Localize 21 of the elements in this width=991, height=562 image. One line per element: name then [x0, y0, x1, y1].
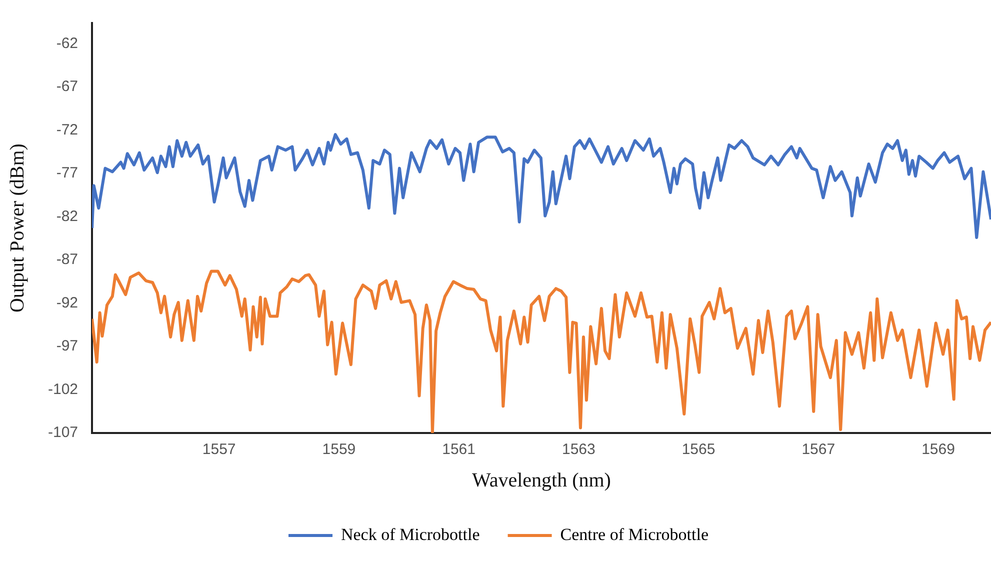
x-tick-label: 1567 [802, 441, 836, 458]
y-tick-label: -77 [56, 164, 78, 182]
x-tick-label: 1559 [322, 441, 356, 458]
y-tick-label: -62 [56, 34, 78, 52]
x-tick-label: 1569 [922, 441, 955, 458]
y-tick-label: -87 [56, 251, 78, 268]
y-tick-label: -102 [48, 380, 78, 398]
x-tick-label: 1565 [682, 441, 716, 458]
y-tick-label: -72 [56, 121, 78, 138]
x-axis-title: Wavelength (nm) [472, 469, 611, 492]
x-tick-label: 1563 [562, 441, 596, 458]
y-tick-label: -82 [56, 208, 78, 225]
legend-label: Centre of Microbottle [560, 524, 709, 544]
x-tick-label: 1557 [202, 441, 236, 458]
y-tick-label: -97 [56, 338, 78, 355]
y-axis-title: Output Power (dBm) [6, 144, 28, 312]
x-tick-label: 1561 [442, 441, 476, 458]
y-tick-label: -67 [56, 78, 78, 96]
legend-label: Neck of Microbottle [340, 524, 480, 544]
y-tick-label: -107 [48, 424, 78, 442]
y-tick-label: -92 [56, 294, 78, 312]
